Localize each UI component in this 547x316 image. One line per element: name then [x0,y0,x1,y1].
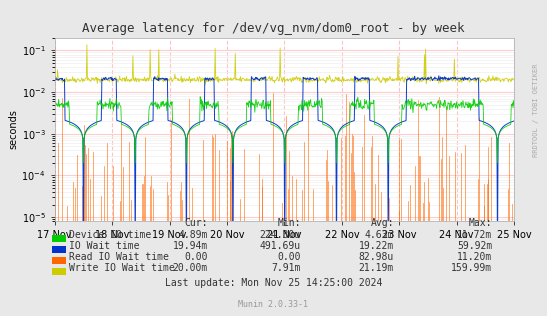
Text: Avg:: Avg: [370,218,394,228]
Text: 59.92m: 59.92m [457,241,492,251]
Text: 491.69u: 491.69u [260,241,301,251]
Text: 0.00: 0.00 [184,252,208,262]
Text: Last update: Mon Nov 25 14:25:00 2024: Last update: Mon Nov 25 14:25:00 2024 [165,278,382,288]
Text: 4.89m: 4.89m [178,230,208,240]
Text: Device IO time: Device IO time [69,230,152,240]
Text: IO Wait time: IO Wait time [69,241,140,251]
Text: 11.20m: 11.20m [457,252,492,262]
Text: RRDTOOL / TOBI OETIKER: RRDTOOL / TOBI OETIKER [533,64,539,157]
Text: Max:: Max: [469,218,492,228]
Text: 11.72m: 11.72m [457,230,492,240]
Text: Cur:: Cur: [184,218,208,228]
Text: Min:: Min: [277,218,301,228]
Text: 7.91m: 7.91m [271,264,301,273]
Text: 21.19m: 21.19m [359,264,394,273]
Text: Average latency for /dev/vg_nvm/dom0_root - by week: Average latency for /dev/vg_nvm/dom0_roo… [82,22,465,35]
Y-axis label: seconds: seconds [9,110,19,149]
Text: 19.94m: 19.94m [173,241,208,251]
Text: Write IO Wait time: Write IO Wait time [69,264,175,273]
Text: 82.98u: 82.98u [359,252,394,262]
Text: Munin 2.0.33-1: Munin 2.0.33-1 [238,300,309,308]
Text: Read IO Wait time: Read IO Wait time [69,252,170,262]
Text: 20.00m: 20.00m [173,264,208,273]
Text: 159.99m: 159.99m [451,264,492,273]
Text: 4.63m: 4.63m [364,230,394,240]
Text: 19.22m: 19.22m [359,241,394,251]
Text: 224.30u: 224.30u [260,230,301,240]
Text: 0.00: 0.00 [277,252,301,262]
